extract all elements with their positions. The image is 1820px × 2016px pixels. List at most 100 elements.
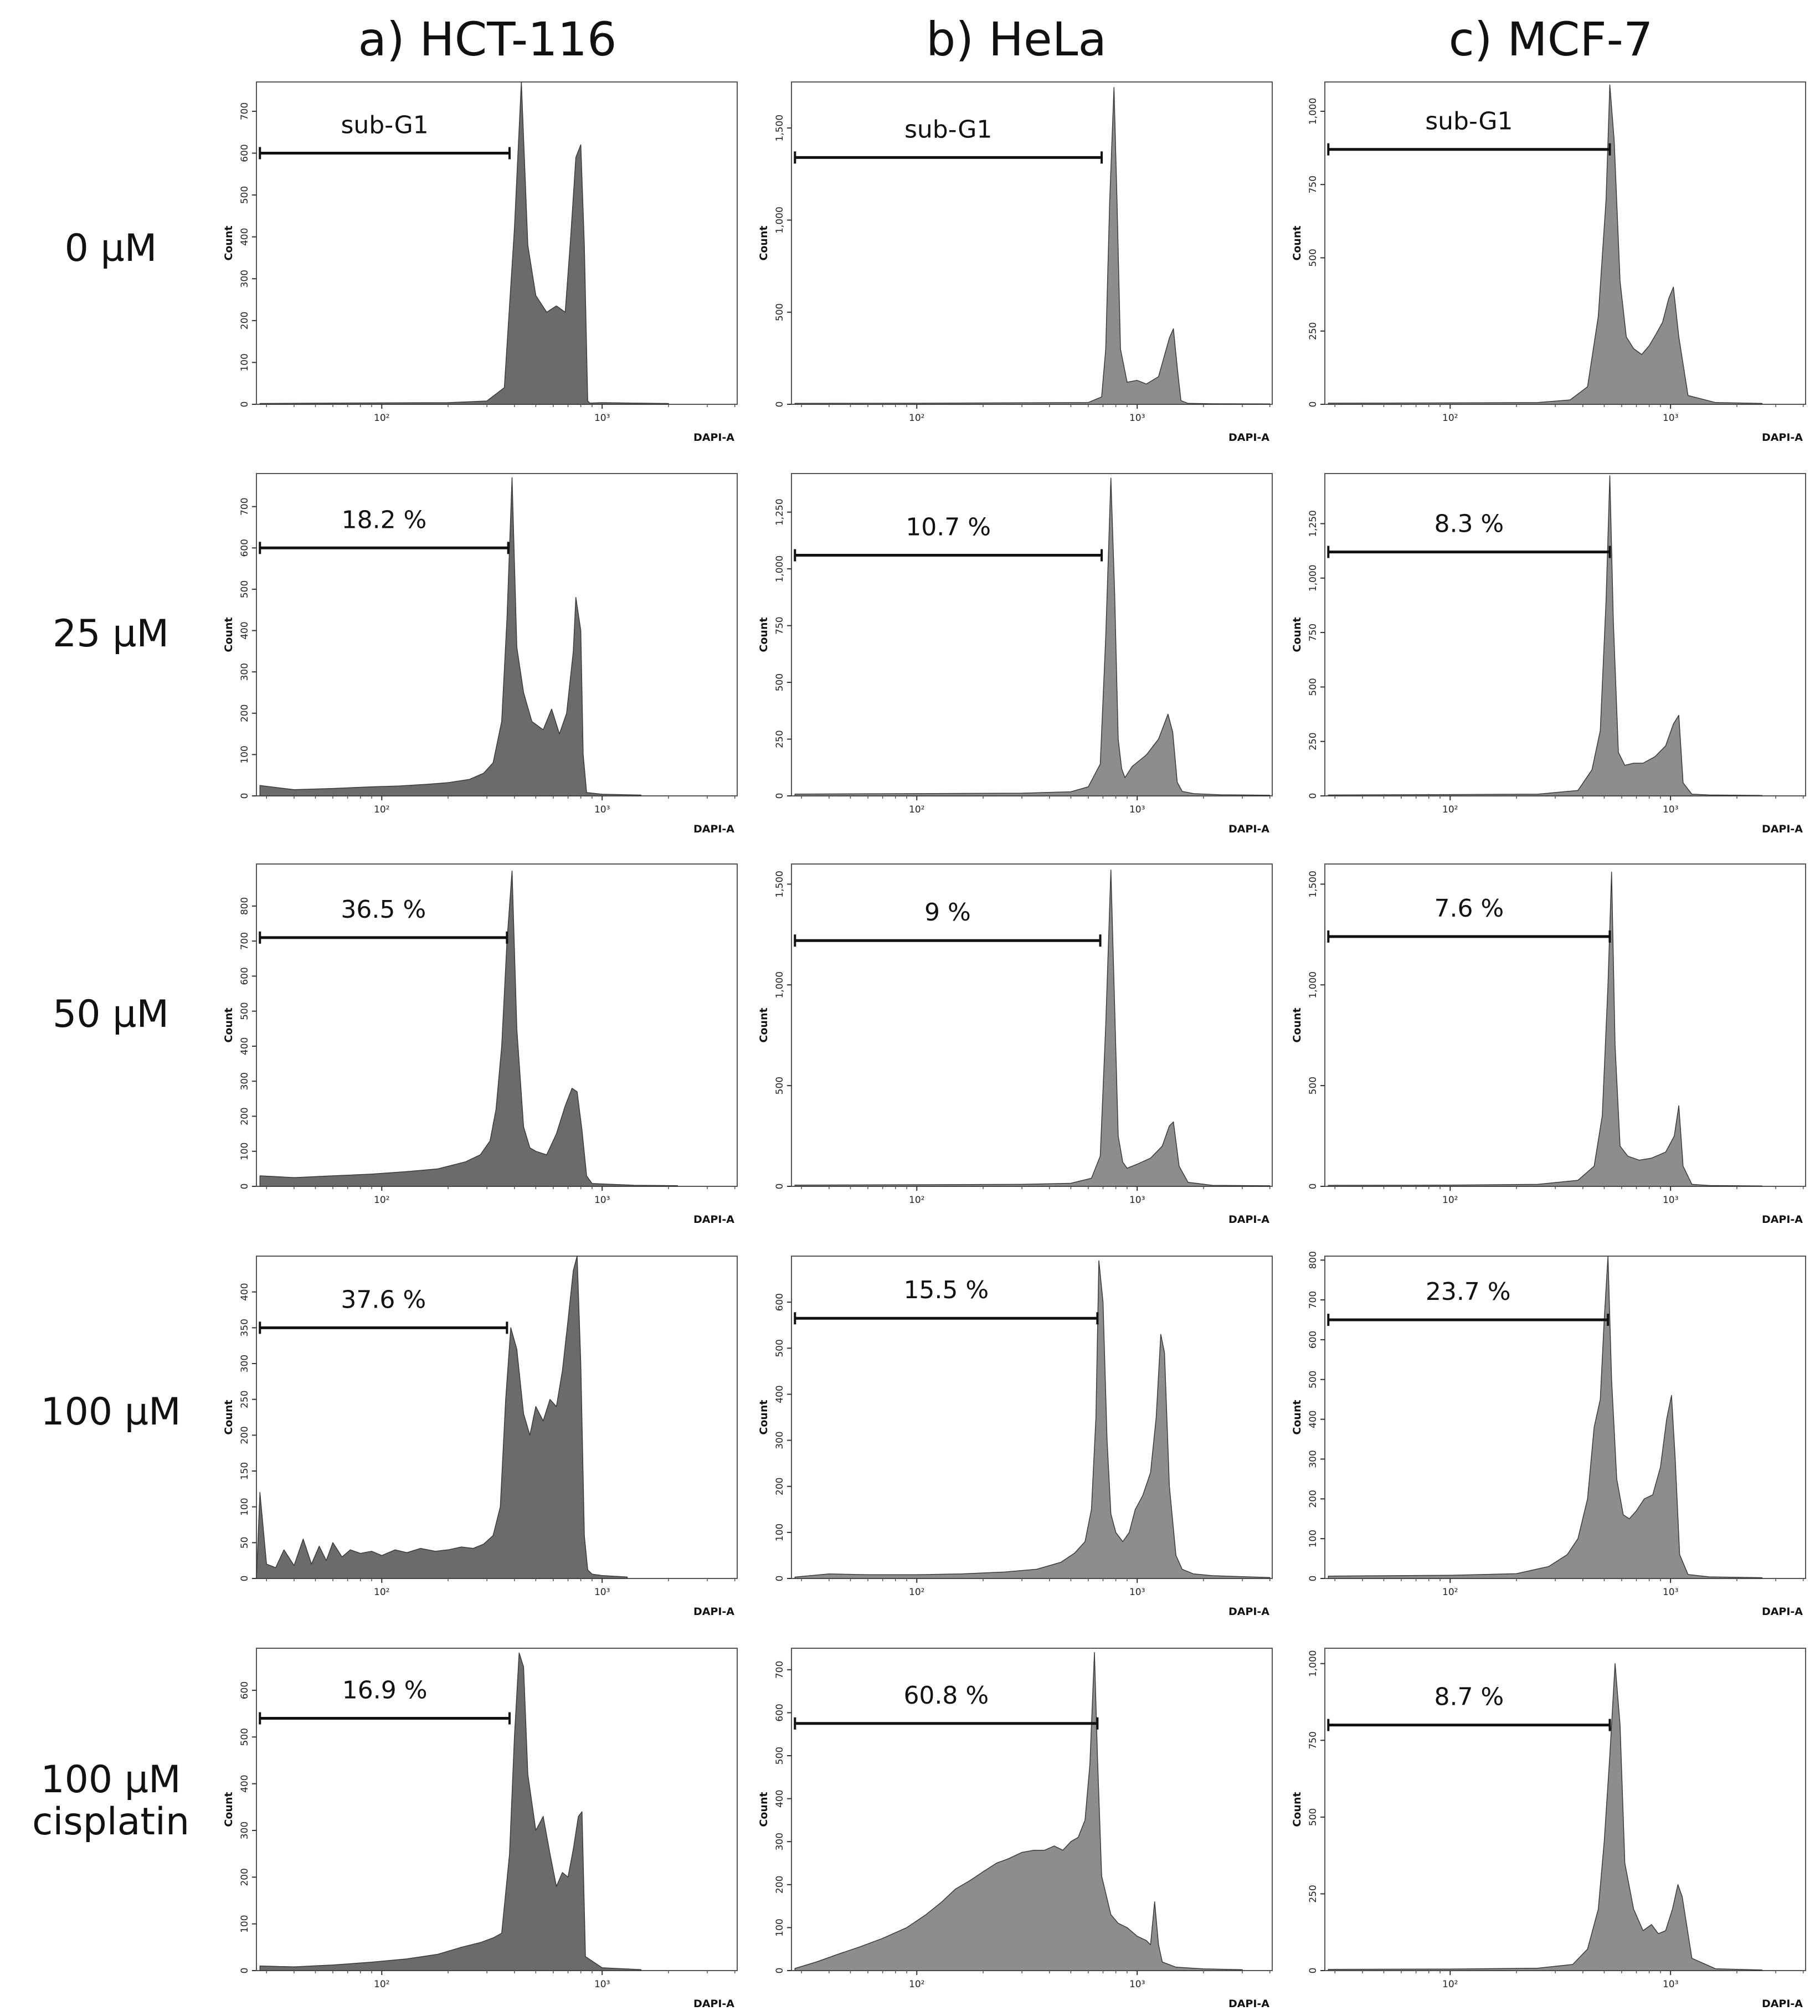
y-tick-label: 500 [1308,1808,1319,1826]
histogram-area [256,1256,628,1579]
y-tick-label: 300 [774,1431,785,1449]
y-tick-label: 250 [1308,322,1319,340]
histogram-area [794,1260,1271,1579]
histogram-panel: 0 500 1,000 1,500 10² 10³ Count DAPI-A 7.6 % [1291,863,1806,1226]
y-tick-label: 200 [774,1876,785,1894]
y-tick-label: 200 [239,312,250,330]
plot-frame [791,81,1273,405]
y-tick-label: 500 [239,186,250,204]
x-tick-label: 10³ [594,1979,610,1990]
histogram-area [794,870,1271,1187]
y-tick-label: 750 [1308,1731,1319,1749]
histogram-area [259,81,669,405]
x-axis-label: DAPI-A [1762,1998,1803,2010]
y-tick-label: 250 [239,1390,250,1408]
y-tick-label: 1,250 [1308,510,1319,537]
y-axis-label: Count [223,1400,235,1434]
gate-label: sub-G1 [1425,107,1513,136]
y-axis-label: Count [223,225,235,260]
y-tick-label: 750 [1308,176,1319,193]
y-tick-label: 200 [239,1868,250,1886]
histogram-panel: 0 250 500 750 1,000 10² 10³ Count DAPI-A 8.7 % [1291,1648,1806,2010]
y-tick-label: 100 [239,353,250,371]
x-tick-label: 10³ [1129,804,1145,815]
y-tick-label: 500 [774,1077,785,1094]
y-tick-label: 100 [239,1498,250,1515]
gate-label: 7.6 % [1434,894,1504,923]
x-axis-label: DAPI-A [693,1998,734,2010]
x-tick-label: 10² [374,413,389,424]
y-tick-label: 500 [239,580,250,598]
y-axis-label: Count [1291,1400,1303,1434]
x-tick-label: 10³ [1129,1195,1145,1206]
x-axis-label: DAPI-A [693,1606,734,1618]
x-tick-label: 10³ [1663,1195,1678,1206]
gate-label: 36.5 % [341,896,426,924]
y-tick-label: 200 [239,1426,250,1444]
y-tick-label: 0 [1308,1576,1319,1582]
y-tick-label: 600 [239,1681,250,1699]
y-tick-label: 250 [774,730,785,748]
y-tick-label: 100 [774,1919,785,1936]
y-tick-label: 200 [774,1477,785,1495]
y-tick-label: 1,500 [774,871,785,898]
y-tick-label: 600 [1308,1331,1319,1349]
y-tick-label: 700 [774,1661,785,1679]
y-axis-label: Count [1291,225,1303,260]
x-axis-label: DAPI-A [1228,1606,1269,1618]
gate-label: 8.3 % [1434,510,1504,538]
y-tick-label: 1,250 [774,498,785,526]
x-tick-label: 10³ [594,413,610,424]
row-label: 50 µM [53,992,169,1036]
y-tick-label: 700 [239,932,250,950]
histogram-panel: 0 250 500 750 1,000 1,250 10² 10³ Count DAPI-A 10.… [758,473,1273,835]
histogram-area [1328,84,1763,405]
y-tick-label: 350 [239,1319,250,1336]
x-tick-label: 10³ [1663,804,1678,815]
plot-frame [256,81,738,405]
y-tick-label: 1,000 [1308,971,1319,999]
column-title: a) HCT-116 [358,12,616,66]
histogram-panel: 0 500 1,000 1,500 10² 10³ Count DAPI-A sub-G1 [758,81,1273,444]
x-tick-label: 10³ [1663,413,1678,424]
x-tick-label: 10³ [594,1587,610,1598]
plot-frame [1324,81,1806,405]
y-tick-label: 500 [1308,1371,1319,1388]
y-tick-label: 300 [774,1833,785,1850]
y-tick-label: 1,000 [774,556,785,583]
y-tick-label: 1,500 [1308,871,1319,898]
y-tick-label: 0 [774,1968,785,1974]
histogram-area [794,87,1271,405]
y-tick-label: 500 [774,1747,785,1765]
histogram-area [259,870,678,1187]
x-tick-label: 10³ [1129,1587,1145,1598]
y-tick-label: 150 [239,1462,250,1480]
y-tick-label: 700 [1308,1291,1319,1309]
y-tick-label: 200 [239,1107,250,1125]
y-axis-label: Count [758,1007,770,1042]
y-tick-label: 300 [239,1355,250,1372]
x-tick-label: 10² [1442,804,1458,815]
gate-label: 8.7 % [1434,1683,1504,1711]
y-tick-label: 0 [239,1968,250,1974]
y-tick-label: 500 [774,1339,785,1357]
x-tick-label: 10³ [1129,413,1145,424]
y-tick-label: 300 [1308,1450,1319,1468]
y-tick-label: 0 [1308,1184,1319,1190]
plot-frame [1324,1648,1806,1971]
x-tick-label: 10² [1442,1195,1458,1206]
y-tick-label: 400 [239,1775,250,1792]
x-tick-label: 10² [1442,1587,1458,1598]
y-tick-label: 0 [1308,402,1319,408]
y-tick-label: 100 [774,1524,785,1541]
plot-frame [791,1256,1273,1579]
histogram-panel: 0 100 200 300 400 500 600 700 800 10² 10³ Count DAPI… [223,863,738,1226]
y-axis-label: Count [758,1400,770,1434]
y-tick-label: 100 [239,745,250,763]
y-tick-label: 700 [239,102,250,120]
y-tick-label: 0 [239,402,250,408]
y-tick-label: 1,000 [774,207,785,234]
gate-label: 10.7 % [906,513,991,542]
histogram-area [1328,1256,1763,1579]
